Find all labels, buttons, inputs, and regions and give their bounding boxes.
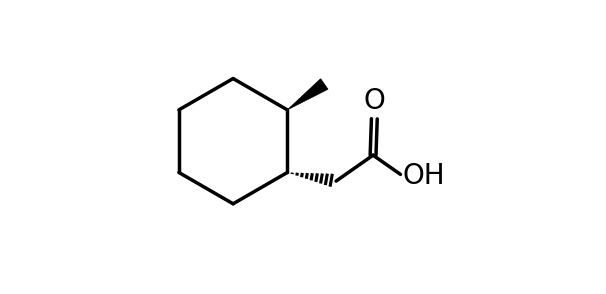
Polygon shape [287, 79, 328, 110]
Text: OH: OH [403, 162, 445, 190]
Text: O: O [364, 87, 385, 115]
